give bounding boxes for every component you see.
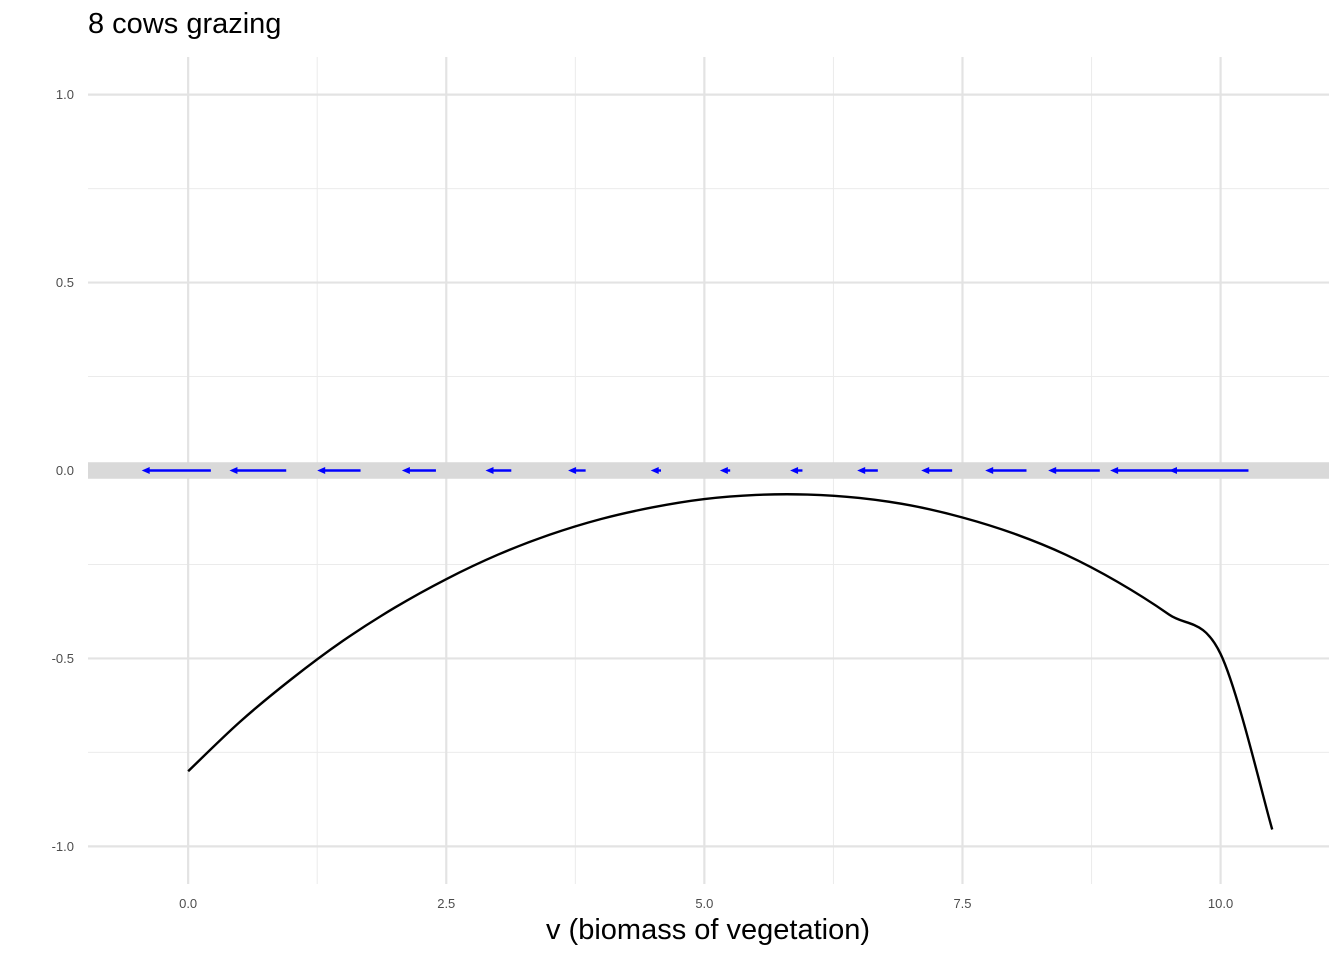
flow-arrow-12: [1048, 467, 1100, 474]
flow-arrow-13: [1110, 467, 1175, 474]
flow-arrow-head: [317, 467, 326, 474]
x-tick-labels: 0.0 2.5 5.0 7.5 10.0: [179, 896, 1233, 911]
flow-arrow-head: [485, 467, 494, 474]
flow-arrow-head: [1048, 467, 1057, 474]
flow-arrow-head: [719, 467, 728, 474]
y-tick-label: -1.0: [52, 839, 74, 854]
chart-title: 8 cows grazing: [88, 8, 282, 40]
x-tick-label: 10.0: [1208, 896, 1233, 911]
y-tick-label: 0.0: [56, 463, 74, 478]
x-tick-label: 0.0: [179, 896, 197, 911]
arrow-layer: [141, 467, 1249, 474]
x-tick-label: 2.5: [437, 896, 455, 911]
flow-arrow-5: [568, 467, 586, 474]
flow-arrow-2: [317, 467, 361, 474]
flow-arrow-14: [1168, 467, 1249, 474]
flow-arrow-10: [921, 467, 953, 474]
flow-arrow-6: [650, 467, 662, 474]
x-tick-label: 5.0: [695, 896, 713, 911]
flow-arrow-0: [141, 467, 211, 474]
flow-arrow-head: [650, 467, 659, 474]
flow-arrow-1: [229, 467, 287, 474]
flow-arrow-11: [985, 467, 1027, 474]
flow-arrow-3: [401, 467, 436, 474]
flow-arrow-head: [1168, 467, 1177, 474]
flow-arrow-head: [790, 467, 799, 474]
x-tick-label: 7.5: [953, 896, 971, 911]
flow-arrow-4: [485, 467, 512, 474]
y-tick-label: -0.5: [52, 651, 74, 666]
flow-arrow-head: [1110, 467, 1119, 474]
flow-arrow-9: [857, 467, 878, 474]
flow-arrow-head: [857, 467, 866, 474]
curve-layer: [187, 493, 1274, 830]
series-line-0: [187, 493, 1274, 830]
flow-arrow-head: [921, 467, 930, 474]
flow-arrow-head: [985, 467, 994, 474]
flow-arrow-8: [790, 467, 803, 474]
x-axis-title: v (biomass of vegetation): [546, 914, 870, 946]
flow-arrow-head: [229, 467, 238, 474]
flow-arrow-7: [719, 467, 731, 474]
y-tick-label: 1.0: [56, 87, 74, 102]
flow-arrow-head: [141, 467, 150, 474]
flow-arrow-head: [401, 467, 410, 474]
zero-band-rect: [88, 462, 1329, 479]
zero-band: [88, 462, 1329, 479]
y-tick-label: 0.5: [56, 275, 74, 290]
flow-arrow-head: [568, 467, 577, 474]
y-tick-labels: -1.0 -0.5 0.0 0.5 1.0: [52, 87, 74, 854]
